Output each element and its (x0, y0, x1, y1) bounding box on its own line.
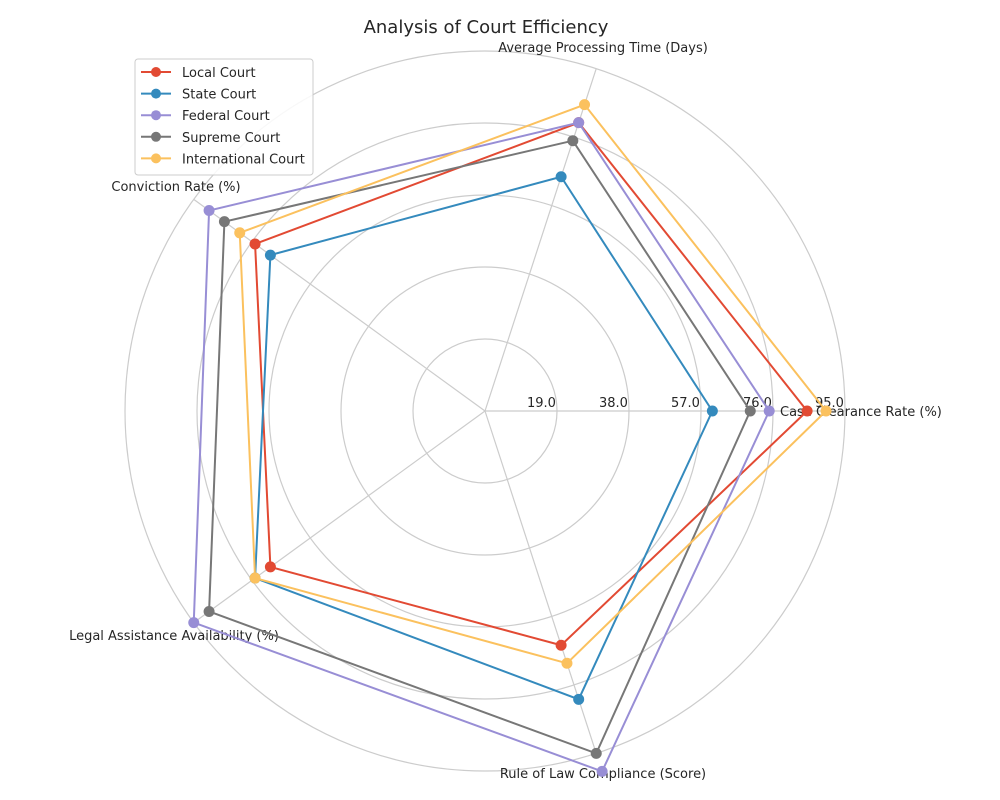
legend-item: Federal Court (141, 109, 270, 124)
series-international-court (234, 99, 832, 669)
data-point (188, 617, 200, 629)
data-point (573, 117, 585, 129)
series-state-court (249, 171, 718, 705)
data-point (579, 99, 591, 111)
data-point (820, 405, 832, 417)
axis-label: Conviction Rate (%) (111, 180, 240, 195)
data-point (590, 747, 602, 759)
data-point (264, 561, 276, 573)
data-point (218, 216, 230, 228)
legend-label: State Court (182, 88, 256, 103)
series-supreme-court (203, 135, 756, 759)
chart-title: Analysis of Court Efficiency (364, 17, 609, 38)
data-point (234, 227, 246, 239)
legend-item: International Court (141, 152, 305, 167)
series-line (208, 139, 752, 755)
series-federal-court (188, 117, 775, 777)
series-line (254, 121, 808, 647)
series-line (238, 103, 827, 665)
legend-label: International Court (182, 152, 305, 167)
legend-label: Supreme Court (182, 131, 280, 146)
data-point (567, 135, 579, 147)
axis-label: Legal Assistance Availability (%) (69, 629, 279, 644)
legend-frame (134, 58, 314, 176)
legend: Local Court State Court Federal Court Supre… (134, 58, 314, 176)
data-point (573, 693, 585, 705)
legend-label: Local Court (182, 66, 256, 81)
radial-tick-labels: 19.0 38.0 57.0 76.0 95.0 (527, 396, 844, 411)
radial-tick-label: 57.0 (671, 396, 700, 411)
data-point (249, 238, 261, 250)
legend-item: State Court (141, 88, 256, 103)
legend-marker (151, 110, 161, 121)
data-point (801, 405, 813, 417)
data-point (706, 405, 718, 417)
series-layer (188, 99, 832, 777)
data-point (555, 171, 567, 183)
legend-marker (151, 67, 161, 77)
data-point (744, 405, 756, 417)
data-point (203, 205, 215, 217)
data-point (555, 639, 567, 651)
data-point (561, 657, 573, 669)
legend-label: Federal Court (182, 109, 270, 124)
data-point (203, 605, 215, 617)
data-point (596, 765, 608, 777)
legend-item: Supreme Court (141, 131, 280, 146)
legend-item: Local Court (141, 66, 256, 81)
series-line (192, 121, 771, 773)
legend-marker (151, 131, 161, 142)
data-point (249, 572, 261, 584)
data-point (264, 249, 276, 261)
legend-marker (151, 153, 161, 164)
data-point (763, 405, 775, 417)
legend-marker (151, 88, 161, 99)
radial-tick-label: 19.0 (527, 396, 556, 411)
grid-spoke (193, 410, 486, 624)
series-line (254, 175, 714, 701)
radial-tick-label: 38.0 (599, 396, 628, 411)
axis-label: Average Processing Time (Days) (498, 41, 708, 56)
